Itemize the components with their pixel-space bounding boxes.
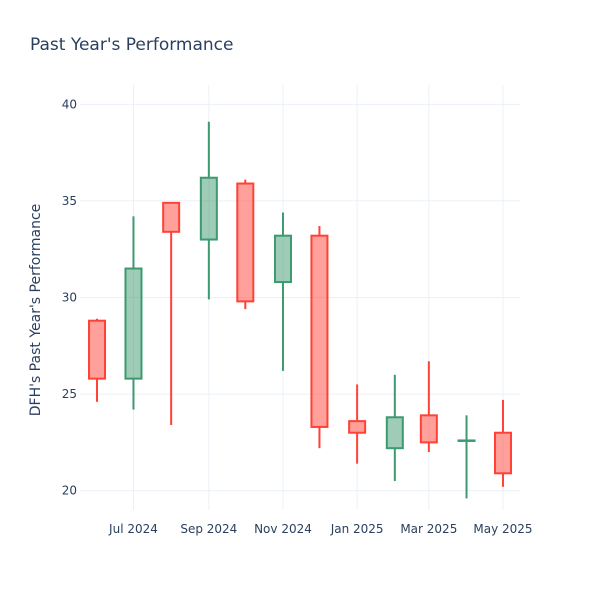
candle-layer — [88, 121, 512, 499]
candle-body — [419, 414, 438, 444]
y-tick-label: 35 — [62, 194, 77, 208]
candle-body — [162, 201, 181, 233]
candle-body — [348, 420, 367, 434]
candle-body — [124, 267, 143, 380]
candle-body — [493, 431, 512, 475]
candle-body — [310, 234, 329, 428]
x-tick-label: Jul 2024 — [108, 522, 158, 536]
candle-body — [236, 182, 255, 303]
candle — [162, 201, 181, 425]
candle — [236, 179, 255, 310]
candle-body — [457, 439, 476, 442]
x-tick-label: Sep 2024 — [180, 522, 237, 536]
x-tick-label: Jan 2025 — [330, 522, 384, 536]
candle — [273, 212, 292, 371]
candle-body — [88, 319, 107, 380]
candle-body — [385, 416, 404, 450]
x-tick-label: May 2025 — [473, 522, 532, 536]
candle-body — [273, 234, 292, 284]
candle — [419, 361, 438, 453]
candle — [310, 226, 329, 449]
candle — [199, 121, 218, 300]
y-tick-label: 40 — [62, 97, 77, 111]
x-tick-label: Mar 2025 — [400, 522, 457, 536]
y-tick-label: 30 — [62, 291, 77, 305]
candle — [124, 216, 143, 410]
candle-body — [199, 176, 218, 241]
x-tick-label: Nov 2024 — [254, 522, 312, 536]
y-axis-title: DFH's Past Year's Performance — [28, 204, 44, 417]
tick-layer: 20 25 30 35 40 Jul 2024 Sep 2024 Nov 2024 Jan 20… — [62, 97, 533, 536]
candle — [457, 415, 476, 499]
chart-title: Past Year's Performance — [30, 35, 234, 55]
candle — [348, 384, 367, 464]
candle — [385, 374, 404, 482]
candle — [493, 399, 512, 487]
candle — [88, 318, 107, 402]
y-tick-label: 20 — [62, 484, 77, 498]
y-tick-label: 25 — [62, 387, 77, 401]
